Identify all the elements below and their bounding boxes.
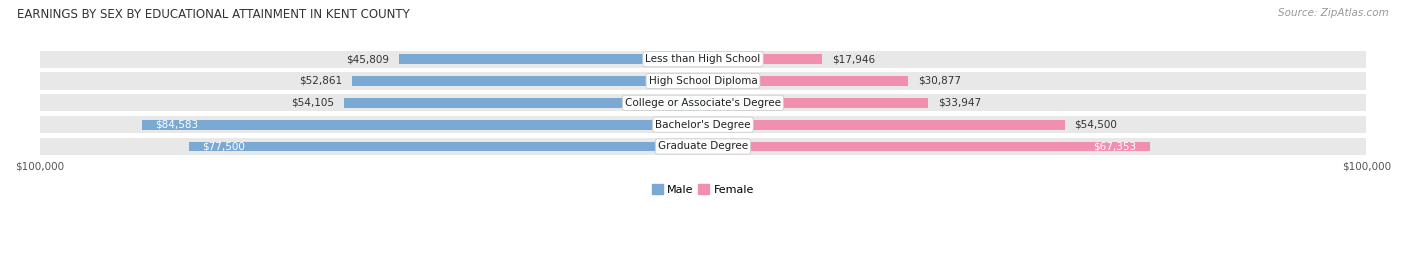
Text: Bachelor's Degree: Bachelor's Degree <box>655 120 751 130</box>
Text: College or Associate's Degree: College or Associate's Degree <box>626 98 780 108</box>
Bar <box>353 76 703 86</box>
Text: $54,500: $54,500 <box>1074 120 1118 130</box>
Legend: Male, Female: Male, Female <box>647 180 759 200</box>
Text: $45,809: $45,809 <box>346 54 389 64</box>
Bar <box>188 142 703 151</box>
Bar <box>39 116 1367 133</box>
Text: Less than High School: Less than High School <box>645 54 761 64</box>
Bar <box>39 72 1367 90</box>
Text: $33,947: $33,947 <box>938 98 981 108</box>
Bar <box>399 54 703 64</box>
Text: EARNINGS BY SEX BY EDUCATIONAL ATTAINMENT IN KENT COUNTY: EARNINGS BY SEX BY EDUCATIONAL ATTAINMEN… <box>17 8 409 21</box>
Text: $84,583: $84,583 <box>155 120 198 130</box>
Bar <box>703 120 1064 129</box>
Text: $67,353: $67,353 <box>1094 142 1136 151</box>
Text: Source: ZipAtlas.com: Source: ZipAtlas.com <box>1278 8 1389 18</box>
Bar <box>39 138 1367 155</box>
Bar <box>39 94 1367 111</box>
Text: $17,946: $17,946 <box>832 54 875 64</box>
Bar <box>703 142 1150 151</box>
Bar <box>142 120 703 129</box>
Bar <box>344 98 703 108</box>
Text: $30,877: $30,877 <box>918 76 960 86</box>
Bar <box>703 98 928 108</box>
Bar <box>703 76 908 86</box>
Text: High School Diploma: High School Diploma <box>648 76 758 86</box>
Text: $54,105: $54,105 <box>291 98 335 108</box>
Text: Graduate Degree: Graduate Degree <box>658 142 748 151</box>
Text: $77,500: $77,500 <box>202 142 245 151</box>
Bar <box>703 54 823 64</box>
Bar <box>39 51 1367 68</box>
Text: $52,861: $52,861 <box>299 76 342 86</box>
